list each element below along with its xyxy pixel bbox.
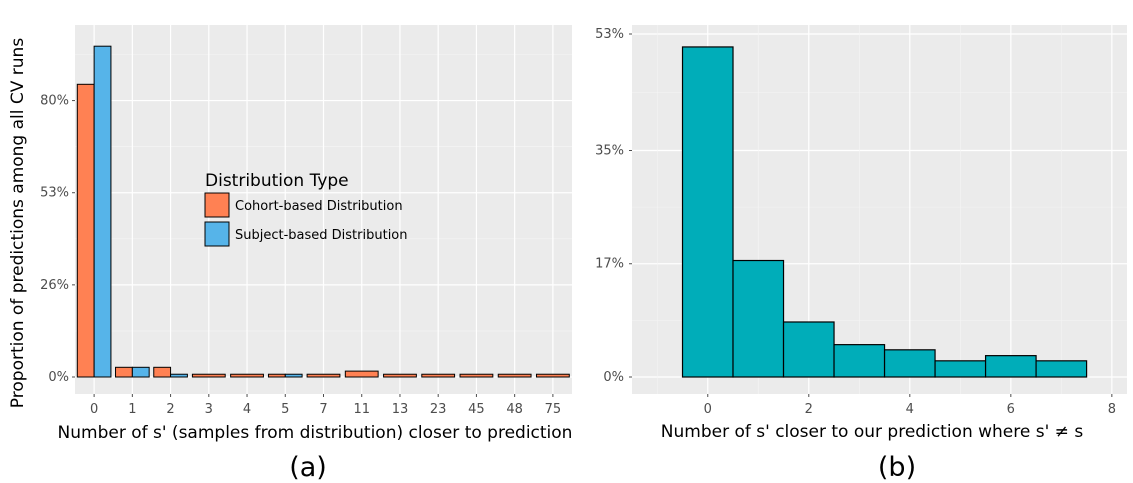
b-y-tick-label: 17% — [595, 257, 624, 272]
panel-a: 0 1 2 3 4 5 7 11 13 23 45 48 75 0%26%53%80% Proporti… — [8, 25, 572, 483]
a-x-tick-label: 4 — [243, 402, 251, 417]
a-x-tick-label: 75 — [545, 402, 562, 417]
a-x-tick-label: 5 — [281, 402, 289, 417]
legend-swatch-cohort — [204, 192, 230, 218]
panel-a-x-axis-label: Number of s' (samples from distribution)… — [58, 423, 573, 443]
a-bar-cohort — [459, 373, 494, 378]
panel-a-label: (a) — [289, 452, 327, 483]
a-x-tick-label: 0 — [90, 402, 98, 417]
panel-b-x-axis-label: Number of s' closer to our prediction wh… — [661, 422, 1084, 442]
b-x-tick-label: 0 — [704, 402, 712, 417]
a-x-tick-label: 48 — [506, 402, 523, 417]
legend-swatch-subject — [204, 221, 230, 247]
a-bar-cohort — [267, 373, 286, 378]
legend-label-subject: Subject-based Distribution — [235, 228, 408, 243]
b-y-tick-label: 35% — [595, 143, 624, 158]
panel-a-y-ticks: 0% 26% 53% 80% — [40, 94, 75, 385]
b-histogram-bar — [732, 259, 785, 378]
a-bar-cohort — [344, 370, 379, 378]
b-x-tick-label: 8 — [1108, 402, 1116, 417]
b-x-tick-label: 4 — [906, 402, 914, 417]
panel-a-bars — [76, 45, 570, 378]
b-histogram-bar — [782, 321, 835, 378]
a-x-tick-label: 1 — [128, 402, 136, 417]
a-bar-subject — [93, 45, 112, 378]
b-x-tick-label: 6 — [1007, 402, 1015, 417]
b-y-tick-label: 53% — [595, 27, 624, 42]
legend-label-cohort: Cohort-based Distribution — [235, 199, 403, 214]
a-bar-cohort — [421, 373, 456, 378]
panel-b-bars — [681, 46, 1088, 378]
a-bar-cohort — [191, 373, 226, 378]
a-bar-cohort — [115, 366, 133, 378]
panel-b: 0 2 4 6 8 0% 17% 35% 53% Number of s' closer to… — [595, 25, 1127, 483]
a-y-tick-label: 80% — [40, 94, 69, 109]
a-x-tick-label: 2 — [166, 402, 174, 417]
panel-a-x-ticks: 0 1 2 3 4 5 7 11 13 23 45 48 75 — [90, 394, 561, 417]
a-bar-subject — [284, 373, 303, 378]
a-x-tick-label: 7 — [319, 402, 327, 417]
a-bar-cohort — [497, 373, 532, 378]
b-x-tick-label: 2 — [805, 402, 813, 417]
a-bar-cohort — [535, 373, 570, 378]
a-bar-cohort — [76, 83, 95, 378]
a-bar-subject — [170, 373, 188, 378]
panel-b-label: (b) — [878, 452, 916, 483]
a-bar-subject — [131, 366, 150, 378]
a-bar-cohort — [153, 366, 172, 378]
a-x-tick-label: 11 — [353, 402, 370, 417]
a-bar-cohort — [383, 373, 417, 378]
b-histogram-bar — [1035, 360, 1088, 378]
a-x-tick-label: 23 — [430, 402, 447, 417]
legend-title: Distribution Type — [205, 171, 349, 191]
b-histogram-bar — [833, 344, 886, 378]
legend: Distribution Type Cohort-based Distribut… — [204, 171, 408, 247]
a-y-tick-label: 53% — [40, 186, 69, 201]
panel-b-y-ticks: 0% 17% 35% 53% — [595, 27, 632, 385]
b-y-tick-label: 0% — [603, 370, 624, 385]
panel-a-y-axis-label: Proportion of predictions among all CV r… — [8, 38, 28, 409]
a-x-tick-label: 45 — [468, 402, 485, 417]
b-histogram-bar — [883, 349, 936, 378]
a-y-tick-label: 26% — [40, 278, 69, 293]
a-bar-cohort — [306, 373, 341, 378]
b-histogram-bar — [681, 46, 734, 378]
a-bar-cohort — [230, 373, 264, 378]
b-histogram-bar — [934, 360, 987, 378]
a-y-tick-label: 0% — [48, 370, 69, 385]
a-x-tick-label: 3 — [205, 402, 213, 417]
a-x-tick-label: 13 — [392, 402, 409, 417]
panel-b-x-ticks: 0 2 4 6 8 — [704, 394, 1116, 417]
b-histogram-bar — [984, 355, 1037, 378]
